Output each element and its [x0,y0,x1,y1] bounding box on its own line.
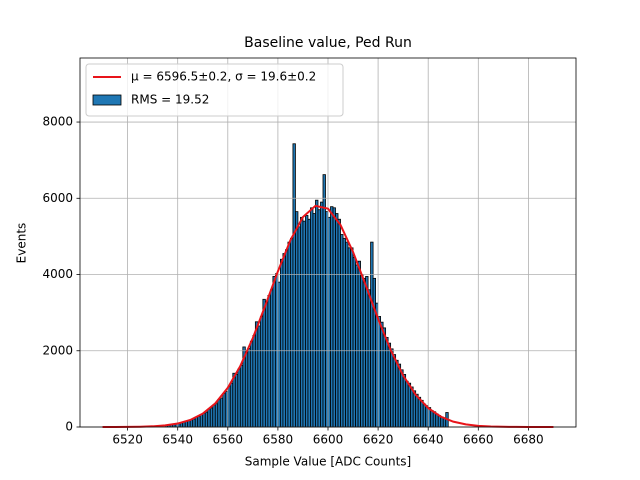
fit-line [102,204,554,428]
y-tick-label: 2000 [42,343,73,357]
legend-patch [92,94,122,106]
x-tick-label: 6520 [112,433,143,447]
y-tick-label: 4000 [42,267,73,281]
y-tick-label: 6000 [42,191,73,205]
legend-box [85,63,344,117]
x-tick-label: 6540 [162,433,193,447]
y-tick-label: 0 [65,420,73,434]
x-tick-label: 6680 [513,433,544,447]
y-tick-label: 8000 [42,115,73,129]
legend-label: μ = 6596.5±0.2, σ = 19.6±0.2 [131,70,316,84]
y-axis-label: Events [15,223,29,264]
x-tick-label: 6580 [263,433,294,447]
x-tick-label: 6600 [313,433,344,447]
x-tick-label: 6620 [363,433,394,447]
x-tick-label: 6560 [213,433,244,447]
x-axis-label: Sample Value [ADC Counts] [245,455,411,469]
legend: μ = 6596.5±0.2, σ = 19.6±0.2 RMS = 19.52 [85,63,344,117]
x-tick-label: 6640 [413,433,444,447]
plot-frame [79,57,577,428]
legend-label: RMS = 19.52 [131,93,209,107]
chart-title: Baseline value, Ped Run [244,35,412,51]
x-tick-label: 6660 [463,433,494,447]
